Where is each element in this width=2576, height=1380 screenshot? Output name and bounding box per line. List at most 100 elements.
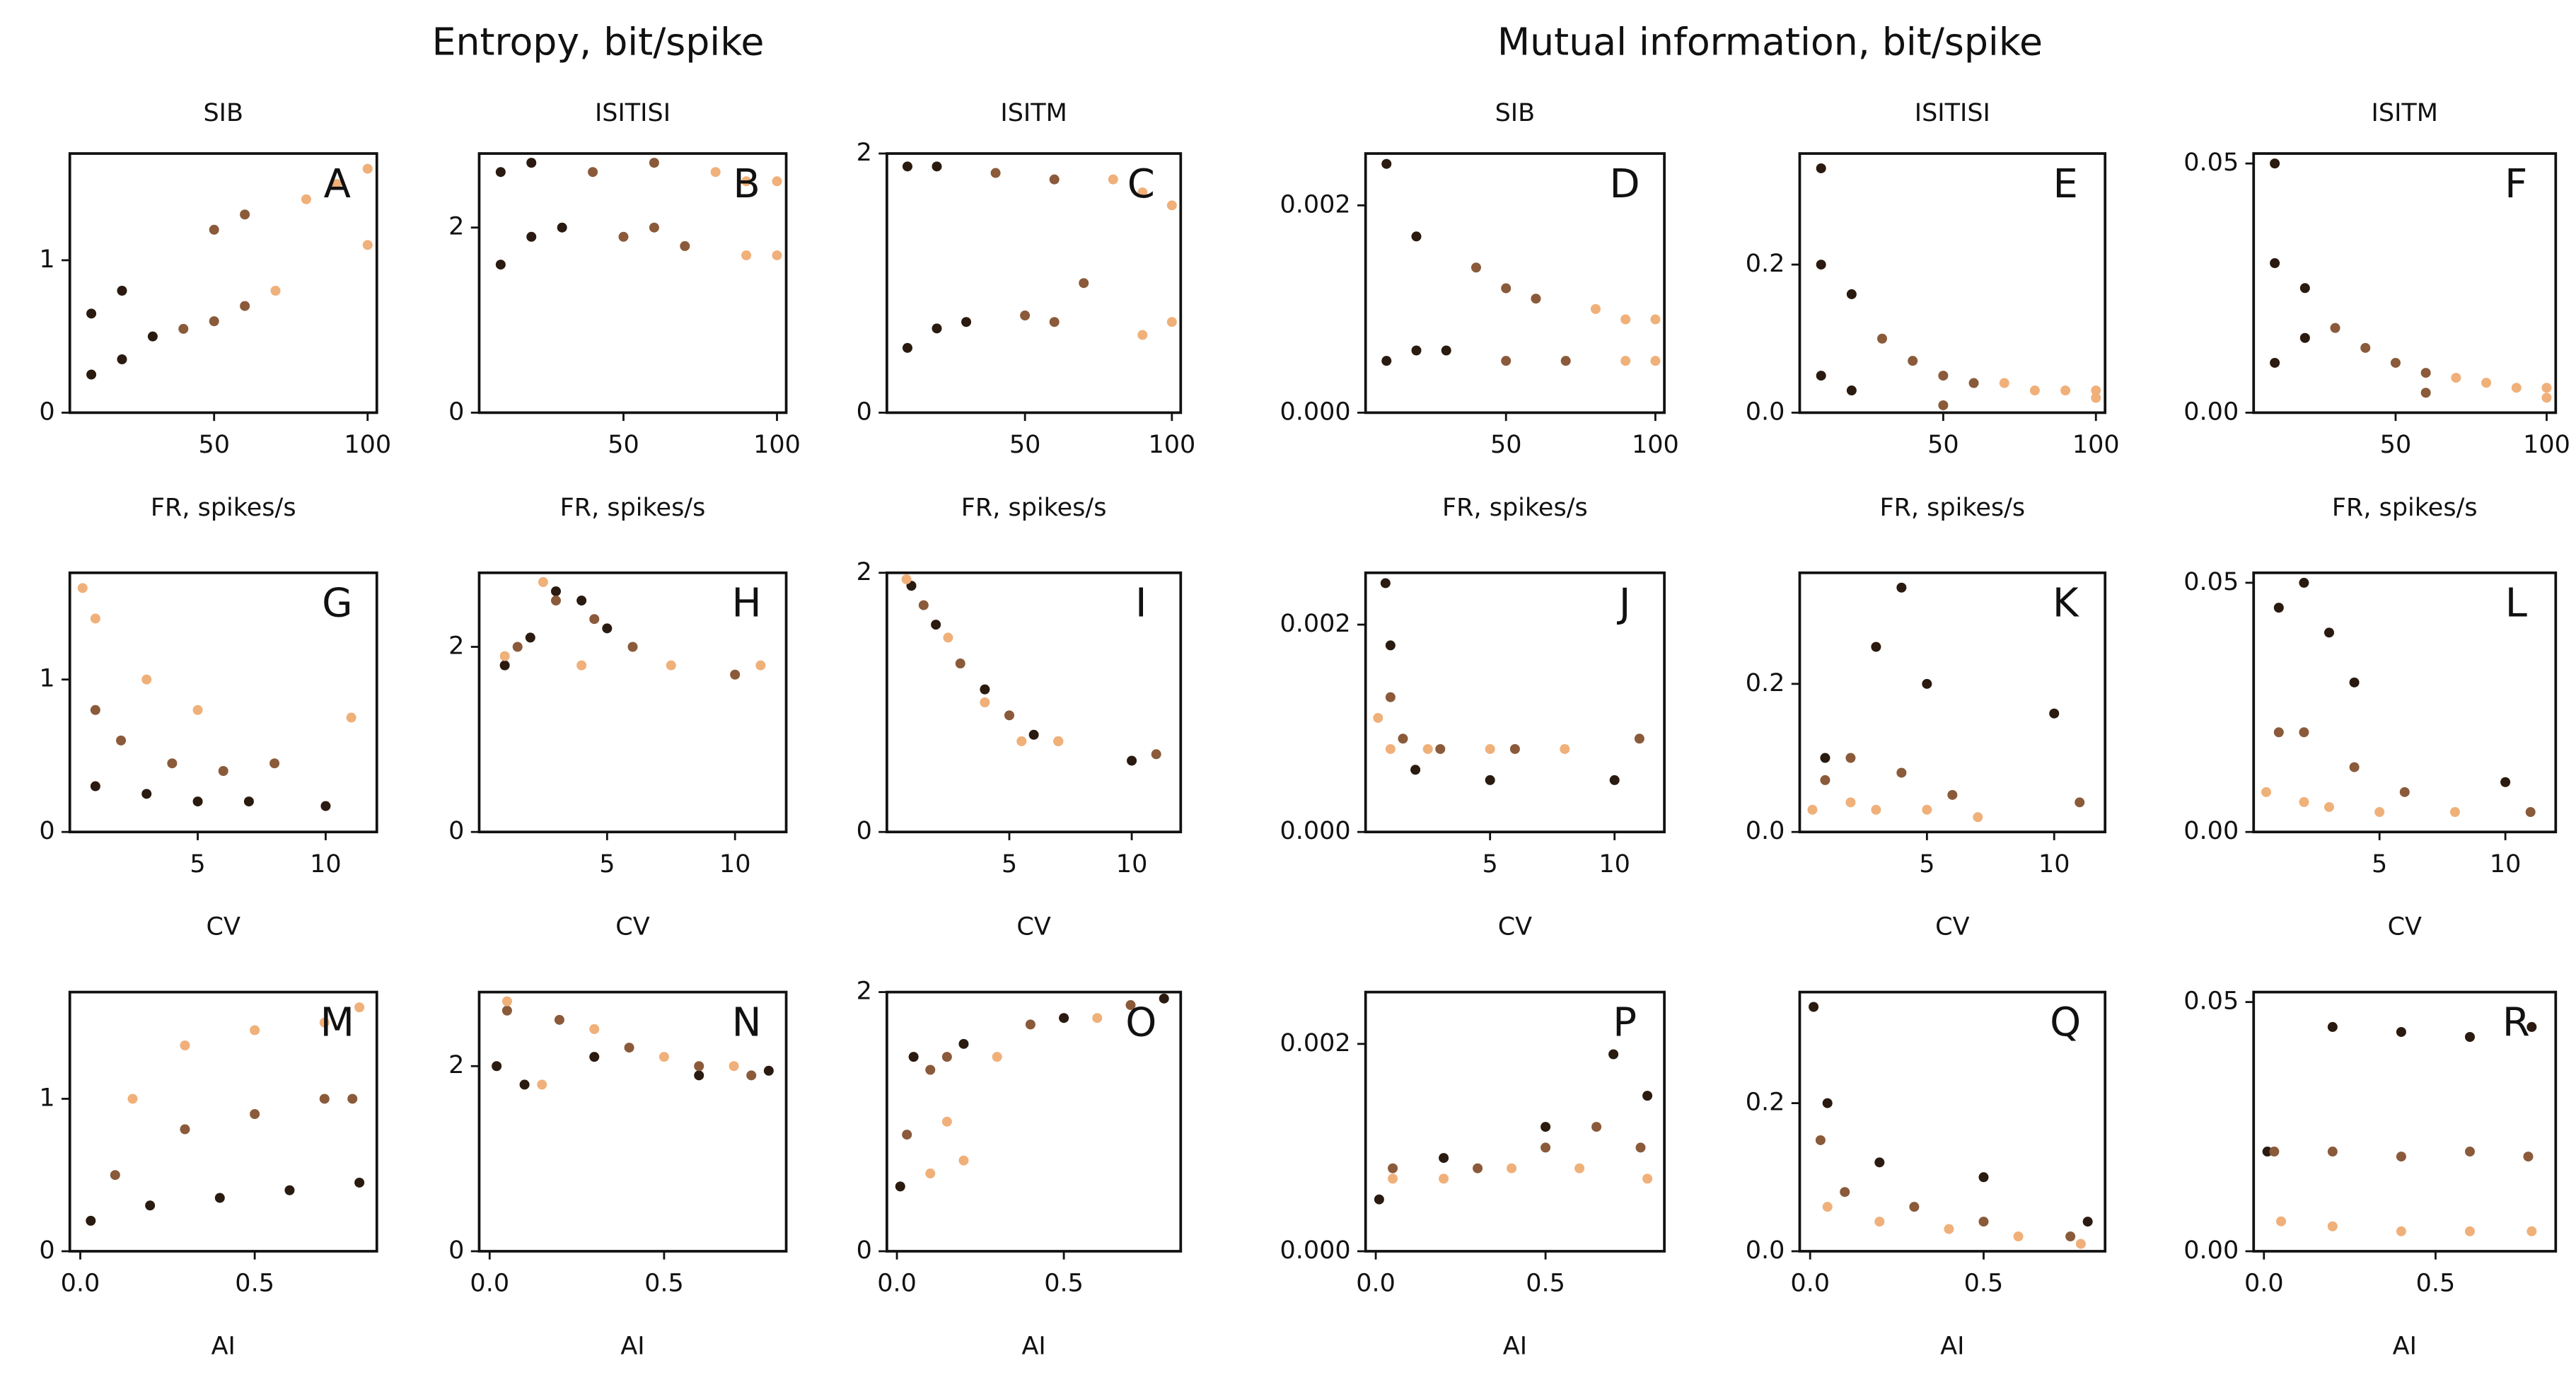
x-axis-label: FR, spikes/s bbox=[1442, 494, 1588, 522]
scatter-point bbox=[576, 660, 587, 671]
scatter-point bbox=[1560, 743, 1570, 754]
x-tick-label: 50 bbox=[2380, 431, 2412, 459]
scatter-point bbox=[1820, 775, 1831, 785]
scatter-point bbox=[2374, 807, 2385, 818]
scatter-point bbox=[1485, 775, 1495, 785]
scatter-point bbox=[2511, 383, 2522, 393]
scatter-point bbox=[117, 354, 127, 364]
scatter-point bbox=[2500, 777, 2511, 787]
x-tick-label: 100 bbox=[1148, 431, 1195, 459]
panel-letter: O bbox=[1125, 999, 1156, 1045]
scatter-point bbox=[772, 250, 782, 260]
scatter-point bbox=[992, 1052, 1002, 1062]
scatter-point bbox=[901, 574, 912, 584]
scatter-point bbox=[1441, 345, 1451, 356]
scatter-point bbox=[1501, 356, 1512, 366]
scatter-point bbox=[1620, 314, 1631, 325]
scatter-point bbox=[1978, 1172, 1989, 1183]
x-axis-label: AI bbox=[620, 1332, 644, 1360]
y-tick-label: 1 bbox=[39, 1084, 54, 1112]
scatter-point bbox=[1079, 278, 1089, 289]
scatter-point bbox=[1016, 736, 1027, 746]
panel-letter: R bbox=[2502, 999, 2530, 1045]
scatter-point bbox=[980, 697, 990, 708]
scatter-point bbox=[1874, 1217, 1885, 1227]
scatter-point bbox=[1374, 1194, 1384, 1205]
scatter-point bbox=[1816, 260, 1826, 270]
scatter-point bbox=[526, 231, 537, 242]
scatter-point bbox=[1591, 1122, 1602, 1132]
scatter-point bbox=[1507, 1163, 1517, 1173]
scatter-point bbox=[1411, 231, 1422, 242]
scatter-point bbox=[729, 1061, 739, 1072]
scatter-point bbox=[1574, 1163, 1585, 1173]
scatter-point bbox=[90, 705, 100, 715]
scatter-point bbox=[180, 1124, 190, 1135]
x-tick-label: 10 bbox=[2490, 850, 2522, 879]
axes-frame bbox=[477, 571, 788, 834]
scatter-point bbox=[362, 163, 373, 174]
y-tick-label: 0.05 bbox=[2183, 568, 2239, 596]
scatter-point bbox=[961, 317, 972, 327]
y-tick-label: 0.2 bbox=[1746, 669, 1785, 697]
scatter-point bbox=[1025, 1019, 1035, 1030]
scatter-point bbox=[1166, 317, 1177, 327]
x-tick-label: 10 bbox=[1116, 850, 1148, 879]
scatter-point bbox=[1874, 1157, 1885, 1168]
scatter-point bbox=[1127, 755, 1137, 766]
scatter-point bbox=[1373, 712, 1383, 723]
axes-frame bbox=[2252, 990, 2558, 1253]
y-tick-label: 0.000 bbox=[1280, 817, 1350, 845]
scatter-point bbox=[1560, 356, 1571, 366]
scatter-point bbox=[2270, 357, 2280, 368]
scatter-point bbox=[932, 161, 942, 172]
scatter-point bbox=[86, 1215, 96, 1226]
axes-frame bbox=[1364, 152, 1666, 414]
scatter-point bbox=[1909, 1202, 1920, 1212]
scatter-point bbox=[1049, 174, 1060, 185]
scatter-point bbox=[1470, 262, 1481, 273]
scatter-point bbox=[694, 1061, 704, 1072]
x-tick-label: 5 bbox=[1483, 850, 1498, 879]
scatter-point bbox=[1509, 743, 1520, 754]
x-tick-label: 100 bbox=[2523, 431, 2570, 459]
scatter-point bbox=[2330, 323, 2340, 333]
scatter-point bbox=[116, 735, 127, 746]
y-tick-label: 0.002 bbox=[1280, 190, 1350, 219]
scatter-point bbox=[2262, 1147, 2273, 1157]
scatter-point bbox=[2299, 283, 2310, 294]
y-tick-label: 0 bbox=[857, 398, 872, 426]
scatter-point bbox=[2523, 1152, 2534, 1162]
scatter-point bbox=[918, 600, 929, 610]
scatter-point bbox=[167, 758, 178, 769]
scatter-point bbox=[1473, 1163, 1483, 1173]
x-tick-label: 5 bbox=[190, 850, 205, 879]
scatter-point bbox=[941, 1116, 952, 1127]
scatter-point bbox=[589, 1052, 600, 1062]
scatter-point bbox=[680, 240, 690, 251]
scatter-point bbox=[1092, 1013, 1103, 1024]
x-tick-label: 100 bbox=[753, 431, 801, 459]
scatter-point bbox=[2399, 787, 2410, 797]
scatter-point bbox=[2464, 1031, 2475, 1042]
y-tick-label: 0.00 bbox=[2183, 1236, 2239, 1265]
scatter-point bbox=[2464, 1226, 2475, 1236]
scatter-point bbox=[2420, 368, 2431, 378]
scatter-point bbox=[908, 1052, 919, 1062]
scatter-point bbox=[1845, 753, 1856, 763]
scatter-point bbox=[1846, 289, 1857, 299]
scatter-point bbox=[895, 1181, 905, 1192]
panel-letter: G bbox=[322, 581, 352, 627]
scatter-point bbox=[1398, 734, 1408, 744]
scatter-point bbox=[554, 1014, 564, 1025]
scatter-point bbox=[346, 712, 356, 723]
scatter-point bbox=[2261, 787, 2272, 797]
scatter-point bbox=[354, 1177, 365, 1188]
scatter-point bbox=[2299, 727, 2309, 738]
scatter-point bbox=[270, 286, 281, 296]
x-axis-label: AI bbox=[2393, 1332, 2417, 1360]
scatter-point bbox=[602, 623, 613, 634]
scatter-point bbox=[214, 1193, 225, 1203]
x-tick-label: 10 bbox=[2038, 850, 2070, 879]
scatter-point bbox=[1840, 1187, 1850, 1198]
